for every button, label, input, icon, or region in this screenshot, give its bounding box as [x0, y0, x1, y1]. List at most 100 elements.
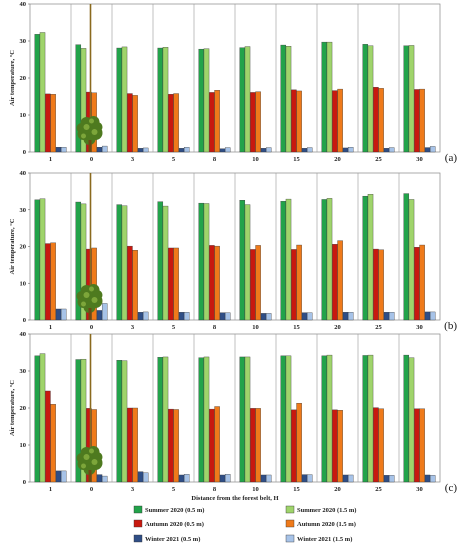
bar-winter-2021-1-5-m--15	[306, 312, 313, 321]
legend-item: Winter 2021 (0.5 m)	[133, 534, 200, 543]
bar-winter-2021-0-5-m--8	[219, 148, 226, 153]
bar-autumn-2020-0-5-m--20	[332, 244, 338, 321]
bar-autumn-2020-1-5-m--25	[378, 408, 384, 483]
bar-winter-2021-0-5-m--15	[301, 148, 308, 153]
y-tick-label: 20	[20, 244, 27, 251]
bar-summer-2020-0-5-m--10	[239, 47, 246, 153]
bar-autumn-2020-1-5-m--25	[378, 249, 384, 321]
bar-autumn-2020-1-5-m--1	[50, 242, 56, 321]
bar-winter-2021-0-5-m--10	[260, 474, 267, 483]
bar-autumn-2020-1-5-m--15	[296, 403, 302, 483]
bar-summer-2020-1-5-m--8	[203, 48, 210, 153]
bar-autumn-2020-0-5-m--25	[373, 407, 379, 483]
bar-winter-2021-1-5-m--10	[265, 147, 272, 153]
bar-summer-2020-1-5-m--1	[39, 353, 46, 483]
bar-winter-2021-0-5-m--10	[260, 313, 267, 321]
bar-winter-2021-1-5-m--8	[224, 474, 231, 483]
bar-summer-2020-0-5-m--25	[362, 355, 369, 483]
bar-autumn-2020-0-5-m--25	[373, 248, 379, 321]
bar-winter-2021-1-5-m--3	[142, 311, 149, 321]
bar-autumn-2020-1-5-m--3	[132, 407, 138, 483]
bar-winter-2021-0-5-m--1	[55, 147, 62, 153]
bar-winter-2021-0-5-m--0	[96, 474, 103, 483]
bar-autumn-2020-0-5-m--8	[209, 92, 215, 153]
legend-label: Autumn 2020 (0.5 m)	[145, 521, 204, 528]
bar-autumn-2020-0-5-m--8	[209, 408, 215, 483]
x-tick-label: 1	[49, 486, 52, 493]
bar-autumn-2020-1-5-m--10	[255, 91, 261, 153]
bar-summer-2020-1-5-m--30	[408, 357, 415, 483]
bar-winter-2021-1-5-m--5	[183, 147, 190, 153]
panel-label: (b)	[444, 320, 457, 332]
bar-summer-2020-1-5-m--15	[285, 198, 292, 321]
bar-autumn-2020-1-5-m--30	[419, 408, 425, 483]
bar-summer-2020-0-5-m--3	[116, 204, 123, 321]
bar-winter-2021-1-5-m--30	[429, 146, 436, 153]
bar-summer-2020-0-5-m--15	[280, 44, 287, 153]
bar-autumn-2020-0-5-m--15	[291, 249, 297, 321]
bar-summer-2020-0-5-m--10	[239, 200, 246, 321]
bar-winter-2021-0-5-m--5	[178, 312, 185, 321]
bar-summer-2020-0-5-m--20	[321, 355, 328, 483]
bar-winter-2021-0-5-m--0	[96, 147, 103, 153]
bar-summer-2020-1-5-m--0	[80, 203, 87, 321]
bar-summer-2020-0-5-m--25	[362, 44, 369, 153]
legend-item: Autumn 2020 (1.5 m)	[285, 519, 356, 528]
bar-summer-2020-0-5-m--10	[239, 356, 246, 483]
bar-winter-2021-1-5-m--10	[265, 474, 272, 483]
bar-winter-2021-1-5-m--25	[388, 312, 395, 321]
bar-autumn-2020-1-5-m--20	[337, 88, 343, 153]
x-axis-label: Distance from the forest belt, H	[191, 495, 278, 502]
bar-winter-2021-1-5-m--20	[347, 312, 354, 321]
x-tick-label: 5	[172, 156, 176, 163]
x-tick-label: 5	[172, 324, 176, 331]
x-tick-label: 25	[375, 324, 382, 331]
bar-summer-2020-0-5-m--8	[198, 357, 205, 483]
bar-summer-2020-0-5-m--3	[116, 360, 123, 483]
bar-autumn-2020-1-5-m--25	[378, 88, 384, 153]
legend-label: Autumn 2020 (1.5 m)	[297, 521, 356, 528]
legend-item: Summer 2020 (0.5 m)	[133, 505, 204, 514]
bar-summer-2020-1-5-m--1	[39, 32, 46, 153]
bar-winter-2021-0-5-m--30	[424, 147, 431, 153]
bar-autumn-2020-1-5-m--15	[296, 90, 302, 153]
bar-summer-2020-0-5-m--30	[403, 45, 410, 153]
bar-summer-2020-0-5-m--5	[157, 201, 164, 321]
bar-summer-2020-1-5-m--10	[244, 204, 251, 321]
x-tick-label: 5	[172, 486, 176, 493]
bar-autumn-2020-1-5-m--20	[337, 240, 343, 321]
bar-autumn-2020-1-5-m--3	[132, 250, 138, 321]
bar-winter-2021-1-5-m--20	[347, 474, 354, 483]
x-tick-label: 15	[293, 156, 300, 163]
x-tick-label: 8	[213, 486, 217, 493]
bar-autumn-2020-1-5-m--8	[214, 245, 220, 321]
bar-summer-2020-1-5-m--10	[244, 46, 251, 153]
x-tick-label: 0	[90, 156, 93, 163]
bar-autumn-2020-0-5-m--5	[168, 247, 174, 321]
bar-autumn-2020-0-5-m--3	[127, 245, 133, 321]
bar-autumn-2020-1-5-m--30	[419, 244, 425, 321]
bar-summer-2020-0-5-m--8	[198, 202, 205, 321]
x-tick-label: 3	[131, 324, 135, 331]
bar-autumn-2020-0-5-m--10	[250, 92, 256, 153]
bar-winter-2021-1-5-m--8	[224, 147, 231, 153]
bar-winter-2021-0-5-m--25	[383, 475, 390, 483]
bar-winter-2021-1-5-m--25	[388, 147, 395, 153]
bar-autumn-2020-1-5-m--5	[173, 93, 179, 153]
y-tick-label: 0	[23, 149, 26, 156]
bar-winter-2021-1-5-m--30	[429, 311, 436, 321]
y-tick-label: 20	[20, 405, 27, 412]
bar-summer-2020-0-5-m--1	[34, 355, 41, 483]
bar-winter-2021-1-5-m--1	[60, 147, 67, 153]
bar-summer-2020-1-5-m--20	[326, 198, 333, 321]
bar-summer-2020-1-5-m--3	[121, 360, 128, 483]
bar-autumn-2020-1-5-m--10	[255, 245, 261, 321]
bar-summer-2020-0-5-m--20	[321, 41, 328, 153]
bar-autumn-2020-1-5-m--20	[337, 410, 343, 483]
bar-summer-2020-1-5-m--1	[39, 198, 46, 321]
y-tick-label: 40	[20, 170, 27, 177]
bar-winter-2021-0-5-m--25	[383, 312, 390, 321]
y-tick-label: 10	[20, 280, 27, 287]
